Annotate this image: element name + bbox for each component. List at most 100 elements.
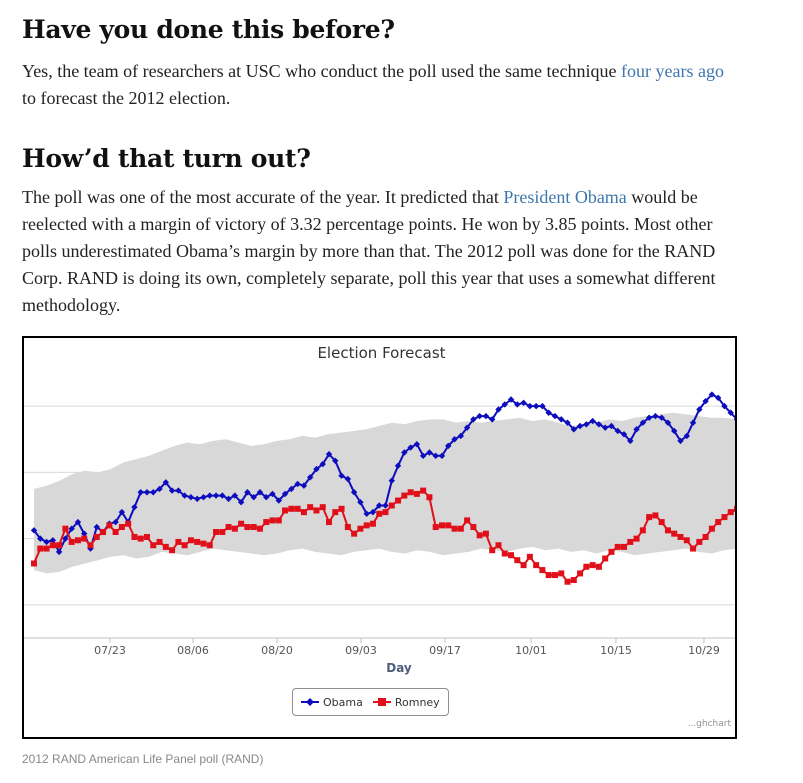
romney-point <box>150 542 157 549</box>
obama-point <box>419 452 427 460</box>
obama-point <box>601 424 609 431</box>
romney-point <box>313 507 320 514</box>
romney-point <box>727 509 734 516</box>
x-tick-label: 08/20 <box>261 644 293 657</box>
obama-point <box>658 414 665 421</box>
legend-item-romney[interactable]: Romney <box>372 696 440 709</box>
romney-point <box>100 529 107 535</box>
romney-point <box>708 525 715 532</box>
obama-point <box>112 518 119 526</box>
romney-point <box>382 509 389 516</box>
obama-point <box>438 452 446 460</box>
romney-point <box>721 514 728 521</box>
romney-point <box>275 517 282 524</box>
obama-point <box>118 508 126 516</box>
obama-point <box>457 432 465 440</box>
obama-point <box>614 427 621 435</box>
obama-point <box>319 460 326 468</box>
romney-point <box>476 532 483 539</box>
obama-point <box>237 498 245 506</box>
legend-label: Obama <box>323 695 363 709</box>
romney-point <box>564 578 571 585</box>
obama-point <box>564 419 571 426</box>
romney-point <box>118 524 125 531</box>
obama-point <box>702 397 709 405</box>
romney-point <box>420 487 427 494</box>
romney-point <box>68 538 75 545</box>
chart-legend: Obama Romney <box>292 688 449 716</box>
romney-point <box>269 517 276 524</box>
romney-point <box>583 563 590 570</box>
romney-point <box>696 538 703 545</box>
obama-point <box>231 492 239 499</box>
romney-point <box>407 489 414 496</box>
obama-point <box>74 518 82 526</box>
obama-point <box>212 492 220 499</box>
section-paragraph: Yes, the team of researchers at USC who … <box>22 58 742 112</box>
obama-point <box>168 487 176 494</box>
romney-point <box>633 535 640 542</box>
romney-point <box>664 527 671 534</box>
obama-point <box>476 412 483 420</box>
obama-point <box>37 535 44 542</box>
obama-point <box>156 485 163 493</box>
romney-point <box>238 520 245 527</box>
obama-point <box>570 426 578 433</box>
section-heading: Have you done this before? <box>22 15 395 44</box>
chart-plot-area: 07/23 08/06 08/20 09/03 09/17 10/01 10/15 10/29… <box>24 391 735 675</box>
obama-point <box>401 449 408 456</box>
romney-point <box>388 502 395 509</box>
romney-point <box>539 567 546 574</box>
obama-point <box>281 490 289 498</box>
romney-point <box>646 514 653 521</box>
romney-point <box>489 547 496 554</box>
romney-point <box>363 522 370 529</box>
obama-point <box>93 523 100 531</box>
romney-point <box>319 504 326 511</box>
romney-point <box>413 490 420 497</box>
romney-point <box>282 507 289 514</box>
romney-point <box>93 533 100 540</box>
obama-point <box>219 492 226 499</box>
romney-point <box>294 505 301 512</box>
romney-point <box>357 525 364 532</box>
romney-point <box>558 570 565 577</box>
romney-point <box>520 562 527 569</box>
obama-point <box>501 401 508 408</box>
romney-point <box>570 577 577 584</box>
obama-point <box>576 422 584 430</box>
romney-point <box>307 504 314 511</box>
romney-point <box>31 560 37 567</box>
obama-point <box>306 474 314 481</box>
obama-point <box>608 422 615 430</box>
romney-point <box>683 537 690 544</box>
obama-point <box>376 502 383 509</box>
romney-point <box>143 533 150 540</box>
romney-point <box>194 538 201 545</box>
legend-item-obama[interactable]: Obama <box>301 696 363 709</box>
obama-point <box>150 489 157 496</box>
obama-point <box>539 402 546 410</box>
obama-point <box>193 495 201 503</box>
four-years-ago-link[interactable]: four years ago <box>621 61 724 81</box>
obama-point <box>495 406 502 413</box>
romney-point <box>551 572 558 579</box>
obama-point <box>55 548 63 556</box>
romney-point <box>464 517 471 524</box>
paragraph-text: Yes, the team of researchers at USC who … <box>22 61 622 81</box>
obama-point <box>325 450 333 458</box>
romney-point <box>577 570 584 577</box>
paragraph-text: to forecast the 2012 election. <box>22 88 231 108</box>
chart-credit[interactable]: ...ghchart <box>687 719 731 729</box>
obama-point <box>344 475 352 483</box>
obama-point <box>664 419 672 426</box>
x-tick-label: 10/29 <box>688 644 720 657</box>
romney-point <box>332 509 339 516</box>
romney-point <box>256 525 263 532</box>
president-obama-link[interactable]: President Obama <box>503 187 627 207</box>
romney-point <box>395 497 402 504</box>
romney-point <box>369 520 376 527</box>
obama-point <box>143 489 151 496</box>
obama-point <box>514 401 521 408</box>
romney-point <box>106 522 113 529</box>
